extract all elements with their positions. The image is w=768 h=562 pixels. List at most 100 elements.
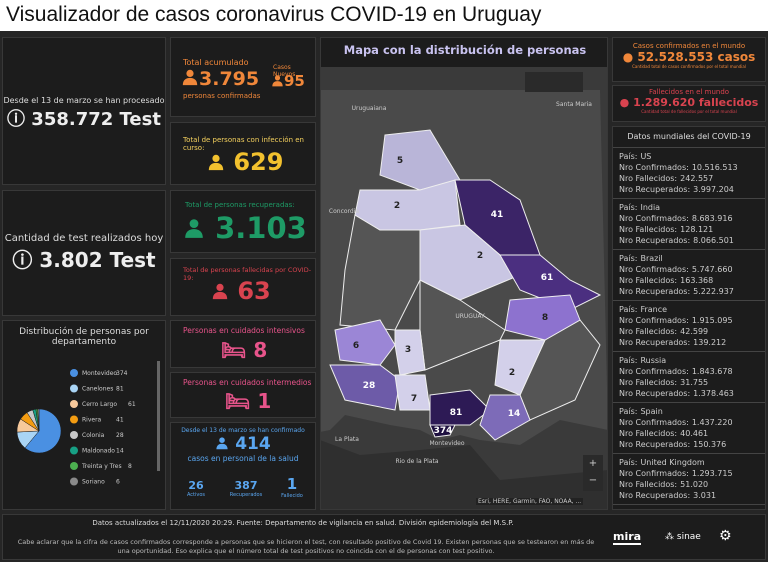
label: Casos confirmados en el mundo — [632, 42, 746, 50]
field-label: Nro Recuperados: — [619, 287, 691, 296]
field-value: 5.747.660 — [691, 265, 733, 274]
field-label: País: — [619, 305, 638, 314]
legend-value: 8 — [128, 463, 132, 470]
field-label: Nro Fallecidos: — [619, 378, 678, 387]
map-title: Mapa con la distribución de personas — [343, 43, 587, 57]
field-label: Nro Recuperados: — [619, 236, 691, 245]
row-line: Nro Recuperados: 1.378.463 — [619, 388, 759, 399]
svg-text:+: + — [589, 458, 597, 469]
value: 414 — [171, 434, 315, 454]
field-label: Nro Confirmados: — [619, 469, 689, 478]
field-value: United Kingdom — [640, 458, 705, 467]
field-value: 1.843.678 — [691, 367, 733, 376]
sublabel: personas confirmadas — [183, 92, 261, 100]
row-line: Nro Confirmados: 5.747.660 — [619, 264, 759, 275]
department-count: 6 — [353, 341, 359, 351]
row-line: País: India — [619, 202, 759, 213]
value: 🛏︎ 8 — [221, 338, 268, 362]
department-count: 5 — [397, 156, 403, 166]
legend-swatch — [70, 477, 78, 486]
scrollbar — [157, 361, 160, 471]
legend-value: 41 — [116, 417, 124, 424]
row-line: Nro Confirmados: 10.516.513 — [619, 162, 759, 173]
row-line: País: Spain — [619, 406, 759, 417]
field-value: Spain — [640, 407, 663, 416]
legend-value: 61 — [128, 401, 136, 408]
value-text: 52.528.553 casos — [637, 50, 756, 64]
label: Personas en cuidados intensivos — [183, 326, 305, 335]
field-value: 51.020 — [680, 480, 709, 489]
icu-panel: Personas en cuidados intensivos 🛏︎ 8 — [170, 320, 316, 368]
field-label: Nro Recuperados: — [619, 185, 691, 194]
world-cases-panel: Casos confirmados en el mundo ● 52.528.5… — [612, 37, 766, 82]
field-value: 10.516.513 — [691, 163, 738, 172]
row-line: País: France — [619, 304, 759, 315]
field-value: Argentina — [640, 509, 679, 510]
place-label: Rio de la Plata — [395, 458, 438, 465]
row-line: País:Argentina — [619, 508, 759, 510]
field-label: País: — [619, 509, 637, 510]
legend-value: 374 — [116, 370, 128, 377]
place-label: Montevideo — [429, 440, 464, 447]
active-stat: 26 Activos — [181, 479, 211, 498]
country-row: País: Russia Nro Confirmados: 1.843.678 Nro … — [613, 352, 765, 403]
field-value: Brazil — [640, 254, 663, 263]
stat-value: 26 — [188, 479, 204, 492]
place-label: Concordia — [329, 208, 359, 215]
stat-value: 1 — [286, 475, 298, 493]
cases-panel: Total acumulado 3.795 personas confirmad… — [170, 37, 316, 117]
deaths-panel: Total de personas fallecidas por COVID-1… — [170, 258, 316, 316]
field-label: Nro Recuperados: — [619, 491, 691, 500]
row-line: Nro Confirmados: 1.293.715 — [619, 468, 759, 479]
department-count: 14 — [508, 409, 521, 419]
row-line: País: Russia — [619, 355, 759, 366]
legend-name: Colonia — [82, 432, 105, 439]
legend-value: 6 — [116, 479, 120, 486]
row-line: Nro Fallecidos: 128.121 — [619, 224, 759, 235]
field-label: Nro Fallecidos: — [619, 429, 678, 438]
row-line: País: US — [619, 151, 759, 162]
label: Fallecidos en el mundo — [648, 88, 730, 96]
country-row: País: France Nro Confirmados: 1.915.095 Nro … — [613, 301, 765, 352]
label: Desde el 13 de marzo se han confirmado — [181, 427, 305, 434]
pie-panel: Distribución de personas por departament… — [2, 320, 166, 510]
note: Cantidad total de fallecidos por el tota… — [641, 109, 737, 114]
row-line: Nro Confirmados: 1.915.095 — [619, 315, 759, 326]
field-value: 163.368 — [680, 276, 714, 285]
value: ⓘ 3.802 Test — [12, 248, 156, 272]
legend-swatch — [70, 446, 78, 455]
row-line: Nro Fallecidos: 51.020 — [619, 479, 759, 490]
department-count: 374 — [434, 426, 453, 436]
field-value: 1.293.715 — [691, 469, 733, 478]
row-line: Nro Fallecidos: 42.599 — [619, 326, 759, 337]
field-value: France — [640, 305, 668, 314]
row-line: Nro Recuperados: 8.066.501 — [619, 235, 759, 246]
field-value: 139.212 — [693, 338, 727, 347]
country-row: País: Spain Nro Confirmados: 1.437.220 Nro F… — [613, 403, 765, 454]
field-value: 242.557 — [680, 174, 714, 183]
value-text: 358.772 Test — [31, 109, 161, 130]
stat-label: Activos — [186, 492, 206, 498]
field-value: 128.121 — [680, 225, 714, 234]
logo: mira — [613, 530, 642, 545]
value: ⓘ 358.772 Test — [7, 109, 161, 130]
department-count: 2 — [477, 251, 483, 261]
field-label: Nro Confirmados: — [619, 367, 689, 376]
label: Cantidad de test realizados hoy — [4, 233, 164, 244]
row-line: País: United Kingdom — [619, 457, 759, 468]
label: Personas en cuidados intermedios — [183, 378, 312, 387]
field-value: 5.222.937 — [693, 287, 734, 296]
value-text: 414 — [235, 434, 271, 454]
world-list: País: US Nro Confirmados: 10.516.513 Nro Fal… — [613, 148, 765, 510]
legend-name: Rivera — [82, 417, 102, 424]
footer: Datos actualizados el 12/11/2020 20:29. … — [2, 514, 766, 560]
field-value: 8.066.501 — [693, 236, 734, 245]
value-text: 63 — [237, 277, 271, 305]
field-label: Nro Confirmados: — [619, 265, 689, 274]
field-label: Nro Confirmados: — [619, 214, 689, 223]
department-count: 7 — [411, 394, 417, 404]
field-value: 3.031 — [693, 491, 717, 500]
row-line: Nro Recuperados: 150.376 — [619, 439, 759, 450]
